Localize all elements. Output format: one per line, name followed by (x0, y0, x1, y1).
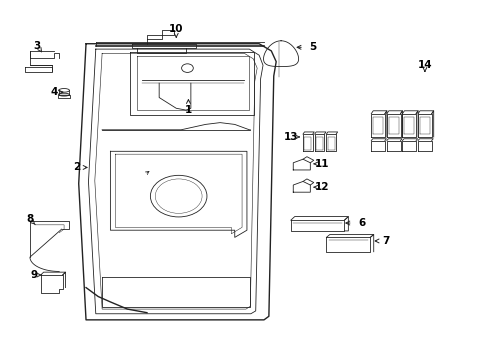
Text: 1: 1 (184, 105, 192, 115)
Text: 3: 3 (34, 41, 41, 50)
Text: 9: 9 (30, 270, 38, 280)
Text: 13: 13 (283, 132, 298, 142)
Text: 2: 2 (73, 162, 80, 172)
Text: 8: 8 (26, 215, 34, 224)
Text: 10: 10 (169, 24, 183, 35)
Text: 7: 7 (382, 236, 389, 246)
Text: 4: 4 (51, 87, 58, 97)
Text: 5: 5 (308, 42, 316, 52)
Text: 12: 12 (315, 182, 329, 192)
Text: 6: 6 (357, 218, 365, 228)
Text: 11: 11 (315, 159, 329, 169)
Text: 14: 14 (417, 60, 431, 70)
